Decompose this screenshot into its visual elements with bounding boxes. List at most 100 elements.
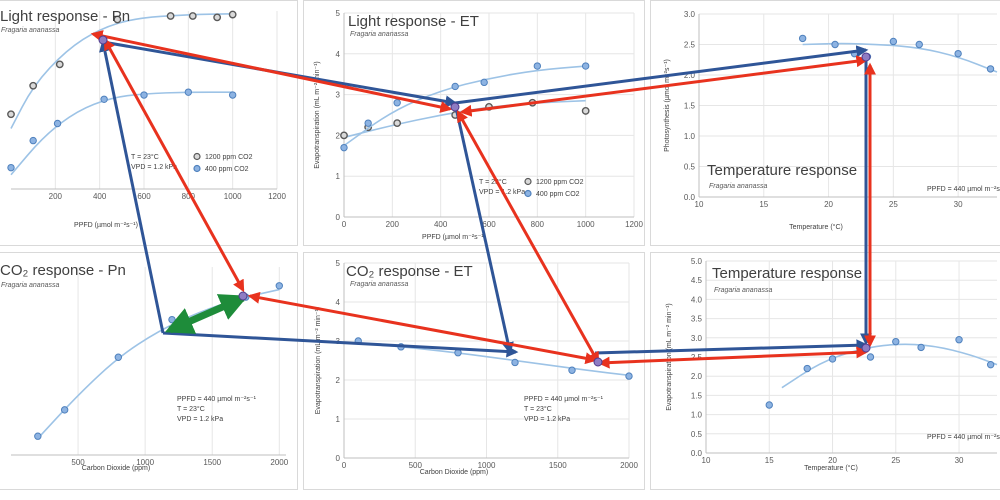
legend-label: 400 ppm CO2 xyxy=(536,191,580,198)
data-point xyxy=(850,49,859,58)
conditions-label: VPD = 1.2 kPa xyxy=(131,164,177,171)
x-axis-label: Temperature (°C) xyxy=(804,464,858,472)
conditions-label: T = 23°C xyxy=(524,405,552,413)
x-tick-label: 1500 xyxy=(549,461,567,470)
x-axis-label: Carbon Dioxide (ppm) xyxy=(82,465,150,472)
y-tick-label: 2 xyxy=(336,131,341,140)
y-tick-label: 1.0 xyxy=(691,411,703,420)
x-tick-label: 800 xyxy=(531,220,545,229)
y-tick-label: 3 xyxy=(336,337,341,346)
y-tick-label: 2.5 xyxy=(684,41,696,50)
x-tick-label: 1000 xyxy=(224,192,242,201)
x-tick-label: 1000 xyxy=(478,461,496,470)
x-axis-label: Carbon Dioxide (ppm) xyxy=(420,469,488,476)
x-tick-label: 30 xyxy=(955,456,964,465)
x-tick-label: 1200 xyxy=(625,220,643,229)
y-tick-label: 4.0 xyxy=(691,295,703,304)
data-point xyxy=(954,49,962,58)
conditions-label: PPFD = 440 µmol m⁻²s⁻¹ xyxy=(177,396,257,403)
conditions-label: VPD = 1.2 kPa xyxy=(177,416,223,423)
x-axis-label: Temperature (°C) xyxy=(789,223,843,231)
data-point xyxy=(831,40,839,49)
data-point xyxy=(393,99,401,107)
data-point xyxy=(168,315,176,324)
legend-label: 1200 ppm CO2 xyxy=(205,154,253,161)
conditions-label: PPFD = 440 µmol m⁻²s⁻¹ xyxy=(927,186,1000,193)
fit-curve-400-ppm-co2 xyxy=(10,91,233,176)
x-tick-label: 1000 xyxy=(136,458,154,467)
data-point xyxy=(798,34,807,43)
x-tick-label: 25 xyxy=(891,456,900,465)
x-tick-label: 800 xyxy=(182,192,196,201)
data-point xyxy=(397,343,405,351)
data-point xyxy=(451,111,460,119)
y-tick-label: 5 xyxy=(336,9,341,18)
fit-curve-pn xyxy=(37,288,280,439)
data-point xyxy=(533,62,542,70)
circle-marker-icon xyxy=(193,152,201,161)
fit-curve-1200-ppm-co2 xyxy=(343,99,586,139)
x-tick-label: 20 xyxy=(824,200,833,209)
x-axis-label: PPFD (µmol m⁻²s⁻¹) xyxy=(74,222,138,229)
data-point xyxy=(568,366,576,374)
conditions-label: T = 23°C xyxy=(131,153,159,161)
chart-svg-p1: 200 400 600 800 1000 1200 PPFD (µmol m⁻²s⁻¹) T … xyxy=(7,10,286,229)
chart-species: Fragaria ananassa xyxy=(714,287,773,294)
data-point xyxy=(765,401,773,409)
chart-panel-temperature-response-pn: 10 15 20 25 30 0.0 0.5 1.0 1.5 2.0 2.5 3.0 Temperatu… xyxy=(650,0,1000,246)
chart-panel-light-response-pn: 200 400 600 800 1000 1200 PPFD (µmol m⁻²s⁻¹) T … xyxy=(0,0,298,246)
y-tick-label: 2.0 xyxy=(691,372,703,381)
data-point xyxy=(866,353,875,361)
data-point xyxy=(480,78,488,87)
data-point xyxy=(454,349,462,357)
data-point xyxy=(915,40,923,49)
data-point xyxy=(986,65,995,73)
y-tick-label: 1 xyxy=(336,172,341,181)
x-tick-label: 400 xyxy=(434,220,448,229)
chart-species: Fragaria ananassa xyxy=(1,27,60,34)
y-tick-label: 0 xyxy=(336,213,341,222)
data-point xyxy=(166,12,175,20)
conditions-label: VPD = 1.2 kPa xyxy=(479,189,525,196)
fit-curve-pn xyxy=(802,42,998,73)
x-tick-label: 500 xyxy=(409,461,423,470)
y-tick-label: 5 xyxy=(336,259,341,268)
x-tick-label: 600 xyxy=(482,220,496,229)
legend-label: 1200 ppm CO2 xyxy=(536,179,584,186)
chart-species: Fragaria ananassa xyxy=(1,282,60,289)
x-tick-label: 1000 xyxy=(577,220,595,229)
data-point xyxy=(60,406,69,414)
data-point xyxy=(7,110,15,119)
y-tick-label: 4 xyxy=(336,298,341,307)
y-tick-label: 3 xyxy=(336,91,341,100)
x-tick-label: 0 xyxy=(342,220,347,229)
data-point xyxy=(955,336,963,344)
fit-curve-400-ppm-co2 xyxy=(343,65,586,147)
x-tick-label: 10 xyxy=(702,456,711,465)
y-tick-label: 0.0 xyxy=(691,449,703,458)
conditions-label: PPFD = 440 µmol m⁻²s⁻¹ xyxy=(927,434,1000,441)
data-point xyxy=(917,343,925,352)
y-tick-label: 2.0 xyxy=(684,71,696,80)
y-tick-label: 1.0 xyxy=(684,132,696,141)
data-point xyxy=(29,81,38,90)
data-point xyxy=(114,353,123,361)
data-point xyxy=(213,13,222,22)
data-point xyxy=(581,107,590,115)
data-point xyxy=(803,364,811,373)
data-point xyxy=(275,282,283,290)
y-tick-label: 2 xyxy=(336,376,341,385)
x-tick-label: 500 xyxy=(71,458,85,467)
chart-panel-temperature-response-et: 10 15 20 25 30 0.0 0.5 1.0 1.5 2.0 2.5 3.0 3.5 4.0 4.5… xyxy=(650,252,1000,490)
y-tick-label: 4.5 xyxy=(691,276,703,285)
data-point xyxy=(581,62,590,70)
y-tick-label: 1 xyxy=(336,415,341,424)
circle-marker-icon xyxy=(524,177,532,186)
data-point xyxy=(889,37,898,46)
data-point xyxy=(393,119,402,128)
y-tick-label: 5.0 xyxy=(691,257,703,266)
legend-label: 400 ppm CO2 xyxy=(205,166,249,173)
data-point xyxy=(7,163,15,172)
data-point xyxy=(340,131,348,140)
chart-title: CO₂ response - ET xyxy=(346,263,473,280)
